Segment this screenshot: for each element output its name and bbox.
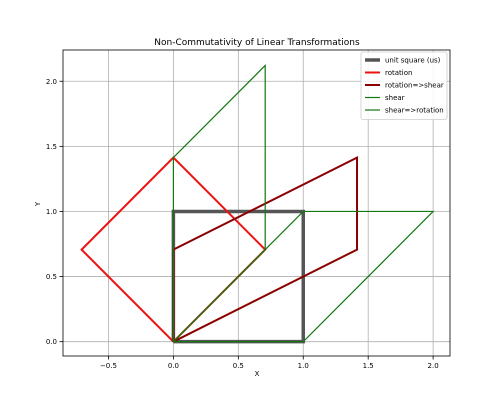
x-tick-label: 1.0: [298, 362, 309, 370]
legend-label: shear=>rotation: [385, 107, 444, 115]
x-tick-label: 1.5: [363, 362, 374, 370]
series-layer: [80, 64, 435, 344]
x-tick-label: 2.0: [428, 362, 439, 370]
legend-label: rotation: [385, 69, 412, 77]
y-tick-label: 0.5: [46, 273, 57, 281]
y-tick-label: 0.0: [46, 338, 57, 346]
ticks: −0.5 0.0 0.5 1.0 1.5 2.0 0.0 0.5 1.0 1.5 2.0: [46, 78, 439, 370]
legend-label: shear: [385, 94, 405, 102]
legend-box: [360, 51, 448, 120]
x-tick-label: −0.5: [100, 362, 117, 370]
legend: unit square (us) rotation rotation=>shear s…: [360, 51, 448, 120]
y-axis-label: Y: [34, 201, 42, 207]
x-tick-label: 0.5: [233, 362, 244, 370]
chart-title: Non-Commutativity of Linear Transformati…: [154, 38, 360, 48]
axes-frame: [62, 49, 451, 357]
y-tick-label: 2.0: [46, 78, 57, 86]
x-tick-label: 0.0: [168, 362, 179, 370]
y-tick-label: 1.5: [46, 143, 57, 151]
legend-label: unit square (us): [385, 57, 441, 65]
series-line-shear-rotation: [172, 64, 266, 343]
y-tick-label: 1.0: [46, 208, 57, 216]
legend-label: rotation=>shear: [385, 82, 444, 90]
x-axis-label: X: [255, 370, 260, 378]
